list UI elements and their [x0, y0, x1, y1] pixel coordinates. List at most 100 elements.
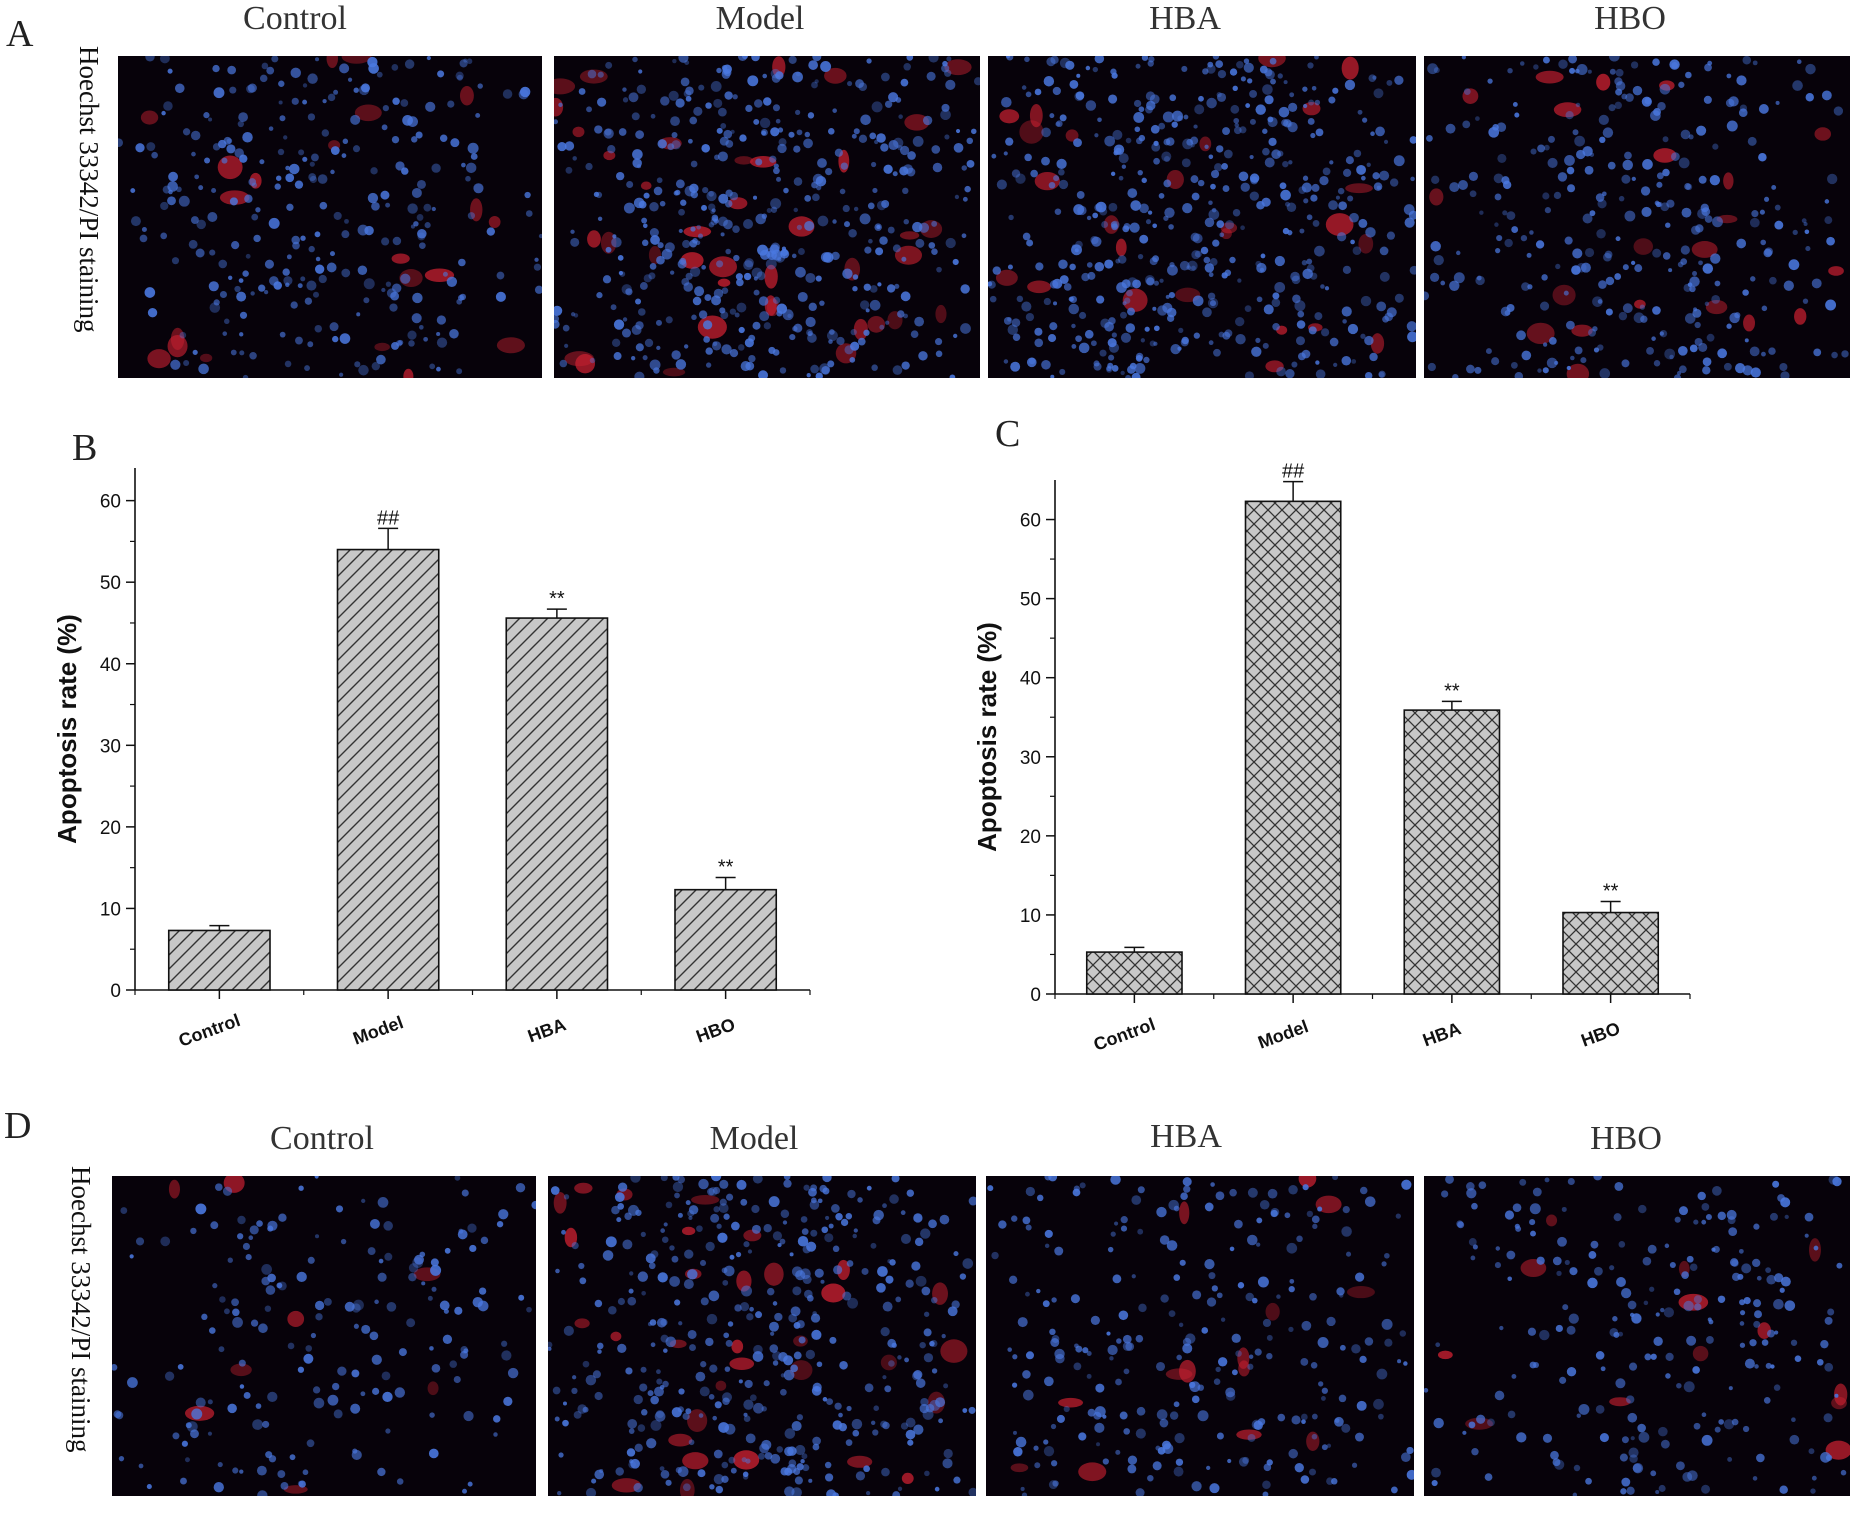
- nucleus-dot: [759, 311, 770, 322]
- nucleus-dot: [1536, 1256, 1545, 1265]
- nucleus-dot: [1302, 268, 1313, 280]
- nucleus-dot: [790, 1364, 798, 1373]
- nucleus-dot: [1224, 329, 1233, 338]
- nucleus-dot: [185, 1422, 192, 1429]
- nucleus-dot: [1079, 311, 1087, 320]
- nucleus-dot: [261, 1264, 272, 1275]
- nucleus-dot: [1132, 279, 1141, 289]
- nucleus-dot: [1532, 1187, 1542, 1197]
- nucleus-dot: [1753, 1299, 1762, 1308]
- nucleus-dot: [333, 211, 342, 220]
- nucleus-dot: [1329, 160, 1334, 165]
- nucleus-dot: [1246, 1234, 1258, 1246]
- nucleus-dot: [852, 274, 859, 280]
- pi-stain-spot: [1825, 1440, 1850, 1460]
- y-axis-label: Apoptosis rate (%): [52, 614, 82, 844]
- bar-hbo: [674, 888, 778, 991]
- nucleus-dot: [1584, 165, 1594, 175]
- nucleus-dot: [1530, 1230, 1536, 1237]
- nucleus-dot: [307, 113, 316, 121]
- nucleus-dot: [875, 247, 884, 256]
- nucleus-dot: [1239, 126, 1247, 134]
- nucleus-dot: [719, 1198, 727, 1206]
- nucleus-dot: [1229, 1246, 1235, 1252]
- nucleus-dot: [615, 1467, 624, 1476]
- nucleus-dot: [1726, 120, 1738, 132]
- nucleus-dot: [607, 145, 616, 154]
- nucleus-dot: [740, 1198, 748, 1206]
- nucleus-dot: [127, 1377, 138, 1388]
- pi-stain-spot: [1535, 70, 1564, 84]
- nucleus-dot: [1247, 78, 1253, 84]
- nucleus-dot: [1310, 132, 1316, 139]
- nucleus-dot: [1628, 1447, 1639, 1458]
- nucleus-dot: [1603, 252, 1612, 262]
- nucleus-dot: [825, 1215, 830, 1220]
- nucleus-dot: [734, 1304, 742, 1312]
- nucleus-dot: [266, 66, 275, 75]
- nucleus-dot: [748, 354, 756, 363]
- nucleus-dot: [826, 1398, 834, 1406]
- nucleus-dot: [1615, 68, 1624, 77]
- nucleus-dot: [436, 331, 441, 337]
- nucleus-dot: [1059, 114, 1067, 122]
- nucleus-dot: [838, 1423, 848, 1432]
- nucleus-dot: [361, 1198, 366, 1204]
- panel-d-image-hba: [986, 1176, 1414, 1496]
- nucleus-dot: [716, 127, 723, 134]
- x-tick-label: Control: [176, 1010, 243, 1051]
- nucleus-dot: [1723, 362, 1732, 371]
- nucleus-dot: [1527, 284, 1533, 290]
- nucleus-dot: [698, 84, 705, 91]
- nucleus-dot: [1291, 275, 1301, 285]
- nucleus-dot: [1615, 81, 1626, 91]
- nucleus-dot: [1614, 101, 1622, 110]
- nucleus-dot: [1836, 1262, 1843, 1269]
- nucleus-dot: [1102, 1414, 1107, 1419]
- nucleus-dot: [907, 151, 916, 160]
- nucleus-dot: [1743, 1297, 1751, 1305]
- nucleus-dot: [1512, 1203, 1522, 1212]
- nucleus-dot: [929, 1340, 935, 1347]
- nucleus-dot: [1122, 1334, 1132, 1344]
- nucleus-dot: [1256, 1217, 1263, 1224]
- bar-hbo: [1562, 911, 1660, 995]
- nucleus-dot: [1249, 191, 1259, 201]
- nucleus-dot: [816, 185, 822, 191]
- nucleus-dot: [1311, 183, 1320, 192]
- nucleus-dot: [1726, 73, 1732, 79]
- pi-stain-spot: [564, 351, 595, 367]
- nucleus-dot: [1115, 258, 1121, 264]
- nucleus-dot: [1166, 307, 1177, 318]
- nucleus-dot: [1780, 1276, 1791, 1287]
- nucleus-dot: [708, 191, 715, 197]
- nucleus-dot: [998, 1220, 1007, 1229]
- nucleus-dot: [1263, 1463, 1272, 1472]
- nucleus-dot: [790, 1306, 801, 1317]
- nucleus-dot: [332, 1382, 340, 1391]
- nucleus-dot: [1463, 88, 1471, 96]
- nucleus-dot: [1701, 1412, 1707, 1418]
- nucleus-dot: [507, 1367, 519, 1379]
- nucleus-dot: [1765, 1267, 1771, 1274]
- nucleus-dot: [1291, 361, 1298, 368]
- nucleus-dot: [1689, 344, 1698, 353]
- nucleus-dot: [1341, 356, 1352, 366]
- nucleus-dot: [1303, 103, 1308, 109]
- nucleus-dot: [279, 331, 286, 338]
- nucleus-dot: [1240, 76, 1246, 82]
- nucleus-dot: [918, 222, 930, 233]
- x-tick-label: HBA: [525, 1014, 568, 1046]
- nucleus-dot: [777, 143, 787, 154]
- nucleus-dot: [678, 208, 685, 216]
- nucleus-dot: [988, 280, 996, 289]
- nucleus-dot: [385, 202, 391, 208]
- nucleus-dot: [1555, 1324, 1563, 1333]
- nucleus-dot: [201, 1313, 208, 1320]
- nucleus-dot: [1272, 322, 1280, 331]
- nucleus-dot: [713, 288, 724, 299]
- pi-stain-spot: [836, 1259, 850, 1281]
- nucleus-dot: [865, 1490, 871, 1496]
- nucleus-dot: [902, 187, 909, 195]
- nucleus-dot: [1567, 184, 1576, 193]
